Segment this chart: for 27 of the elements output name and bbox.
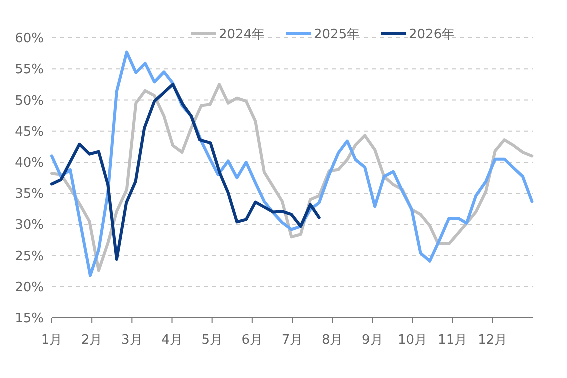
y-tick-label: 40% bbox=[15, 156, 44, 171]
legend-label: 2024年 bbox=[219, 28, 266, 43]
y-tick-label: 55% bbox=[15, 62, 44, 78]
legend-label: 2026年 bbox=[409, 28, 456, 43]
x-tick-label: 2月 bbox=[81, 333, 103, 348]
x-tick-label: 3月 bbox=[122, 333, 143, 348]
line-series bbox=[50, 83, 321, 262]
y-tick-label: 25% bbox=[15, 249, 44, 264]
x-tick-label: 10月 bbox=[398, 333, 428, 348]
x-tick-label: 1月 bbox=[41, 333, 63, 348]
y-tick-label: 60% bbox=[15, 32, 44, 47]
x-tick-label: 8月 bbox=[322, 333, 344, 348]
y-tick-label: 15% bbox=[15, 312, 44, 327]
x-tick-label: 5月 bbox=[202, 333, 223, 348]
y-tick-label: 35% bbox=[15, 187, 44, 202]
legend-label: 2025年 bbox=[314, 28, 360, 43]
x-tick-label: 4月 bbox=[162, 333, 183, 348]
y-tick-label: 30% bbox=[15, 218, 44, 234]
x-tick-label: 9月 bbox=[362, 333, 384, 348]
y-tick-label: 50% bbox=[15, 94, 44, 109]
x-tick-label: 11月 bbox=[438, 333, 468, 348]
y-tick-label: 20% bbox=[15, 280, 44, 296]
x-tick-label: 6月 bbox=[242, 333, 264, 348]
y-tick-label: 45% bbox=[15, 124, 44, 140]
line-series bbox=[50, 50, 534, 278]
x-tick-label: 7月 bbox=[282, 333, 304, 348]
x-tick-label: 12月 bbox=[478, 333, 508, 348]
